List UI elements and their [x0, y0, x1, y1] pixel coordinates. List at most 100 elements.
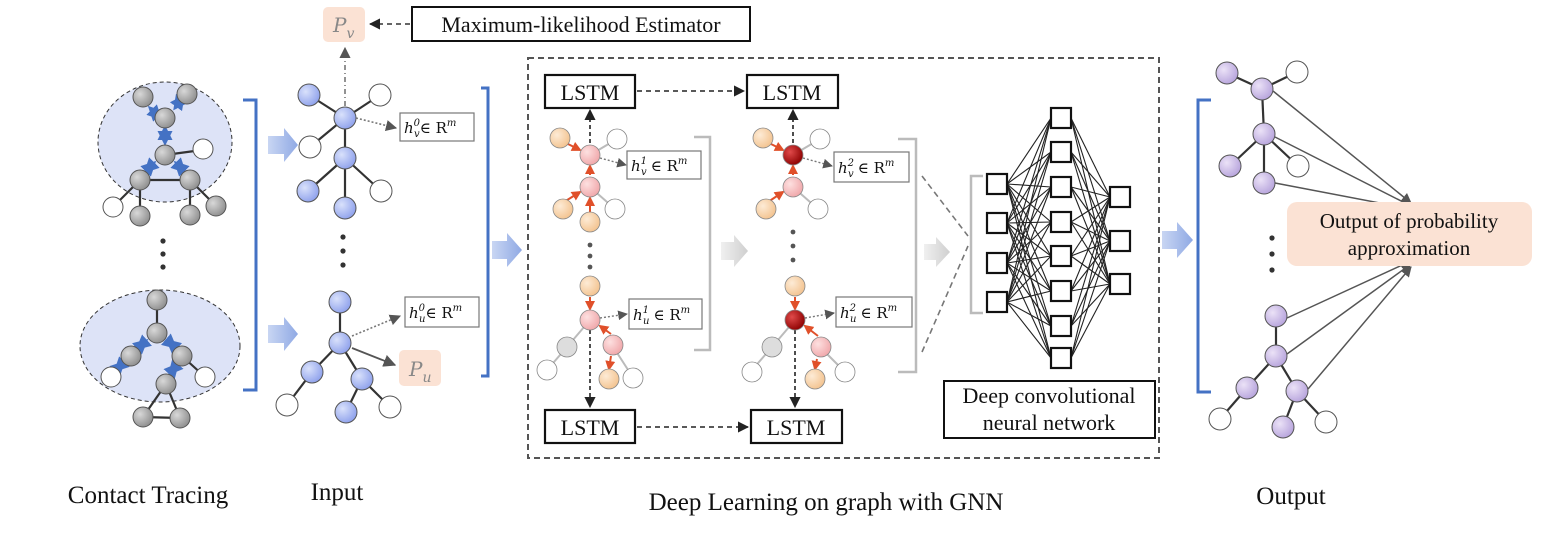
hu0-box — [404, 296, 480, 328]
dcnn-neuron-layer-1 — [985, 172, 1009, 196]
dcnn-connection — [1070, 221, 1111, 285]
probability-output-box — [1287, 202, 1532, 266]
gnn-dashed-frame — [527, 57, 1160, 459]
dcnn-connection — [1006, 151, 1052, 303]
dcnn-connection — [1070, 240, 1111, 359]
dcnn-neuron-layer-2 — [1049, 106, 1073, 130]
dcnn-connection — [1006, 221, 1052, 303]
hu1-label: h1 u ∈ Rm — [633, 305, 690, 327]
dcnn-neuron-layer-3 — [1108, 185, 1132, 209]
dcnn-connection — [1070, 221, 1111, 242]
dcnn-neuron-layer-2 — [1049, 346, 1073, 370]
dcnn-connection — [1006, 183, 1052, 223]
hu0-label: h0 u∈ Rm — [409, 303, 462, 325]
dcnn-connection — [1006, 151, 1052, 264]
hv2-label: h2 v ∈ Rm — [838, 158, 894, 180]
fat-arrow-icon — [924, 237, 950, 267]
dcnn-neuron-layer-2 — [1049, 244, 1073, 268]
dcnn-connection — [1006, 117, 1052, 303]
dcnn-connection — [1006, 222, 1052, 292]
dcnn-connection — [1070, 283, 1111, 359]
input-section: Pv Maximum-likelihood Estimator h0 v∈ Rm — [275, 6, 751, 424]
input-bracket — [481, 86, 490, 378]
dcnn-neuron-layer-3 — [1108, 229, 1132, 253]
gnn-layer-2-graph — [741, 108, 856, 409]
pv-label: Pv — [332, 13, 354, 42]
lstm-box-top-left — [543, 73, 637, 110]
caption-input: Input — [311, 479, 364, 506]
hv2-box — [833, 151, 910, 183]
dcnn-connection — [1006, 221, 1052, 224]
dcnn-connection — [1006, 183, 1052, 359]
dcnn-connection — [1006, 290, 1052, 303]
dcnn-connection — [1006, 222, 1052, 257]
dcnn-connection — [1070, 186, 1111, 285]
pu-box — [399, 350, 441, 386]
dcnn-connection — [1006, 301, 1052, 327]
dcnn-neuron-layer-2 — [1049, 279, 1073, 303]
dcnn-connection — [1006, 186, 1052, 224]
dcnn-neuron-layer-2 — [1049, 314, 1073, 338]
hv0-box — [399, 112, 475, 142]
dcnn-connection — [1070, 196, 1111, 359]
dcnn-connection — [1070, 151, 1111, 242]
dcnn-connection — [1070, 283, 1111, 292]
dcnn-label-line1: Deep convolutional — [963, 383, 1136, 408]
hv0-label: h0 v∈ Rm — [404, 118, 456, 140]
dcnn-connection — [1070, 151, 1111, 198]
fat-arrow-icon — [492, 233, 522, 267]
dcnn-neuron-layer-3 — [1108, 272, 1132, 296]
dcnn-connection — [1070, 196, 1111, 327]
dcnn-connection — [1006, 117, 1052, 264]
probability-label-line1: Output of probability — [1320, 209, 1499, 233]
hv1-box — [626, 150, 702, 180]
dcnn-connection — [1070, 240, 1111, 327]
dcnn-connection — [1070, 196, 1111, 292]
output-bracket — [1196, 98, 1211, 394]
dcnn-label-line2: neural network — [983, 410, 1116, 435]
dcnn-connection — [1006, 117, 1052, 224]
dcnn-connection — [1006, 221, 1052, 264]
dcnn-connection — [1070, 196, 1111, 257]
fat-arrow-icon — [1162, 222, 1193, 258]
dcnn-connection — [1006, 301, 1052, 359]
dcnn-connection — [1006, 183, 1052, 292]
dcnn-connection — [1006, 255, 1052, 264]
gnn-panel: LSTM LSTM LSTM LSTM — [527, 57, 1160, 459]
lstm-box-top-right — [745, 73, 840, 110]
dcnn-connection — [1070, 186, 1111, 198]
mle-box — [411, 6, 751, 42]
dcnn-connection — [1006, 186, 1052, 303]
dcnn-neuron-layer-2 — [1049, 175, 1073, 199]
dcnn-connection — [1070, 240, 1111, 257]
dcnn-network — [969, 106, 1132, 370]
dcnn-connection — [1006, 151, 1052, 185]
lstm-box-bottom-right — [749, 408, 844, 445]
dcnn-connection — [1070, 186, 1111, 242]
pu-label: Pu — [408, 357, 432, 386]
lstm-label: LSTM — [561, 80, 620, 105]
dcnn-connection — [1006, 183, 1052, 327]
dcnn-connection — [1006, 151, 1052, 224]
hv1-label: h1 v ∈ Rm — [631, 156, 687, 178]
caption-output: Output — [1256, 483, 1326, 510]
fat-arrow-icon — [721, 235, 748, 267]
pv-box — [323, 7, 365, 42]
fat-arrow-icon — [268, 128, 298, 162]
caption-deep-learning: Deep Learning on graph with GNN — [649, 489, 1004, 516]
hu2-label: h2 u ∈ Rm — [840, 303, 897, 325]
dcnn-connection — [1006, 183, 1052, 188]
contact-tracing-section — [79, 81, 298, 429]
lstm-label: LSTM — [561, 415, 620, 440]
dcnn-connection — [1070, 196, 1111, 223]
dcnn-neuron-layer-2 — [1049, 210, 1073, 234]
gnn-layer-1-graph — [536, 108, 644, 409]
dcnn-neuron-layer-1 — [985, 211, 1009, 235]
dcnn-box — [943, 380, 1156, 439]
dcnn-connection — [1006, 183, 1052, 257]
lstm-box-bottom-left — [543, 408, 637, 445]
dcnn-connection — [1006, 186, 1052, 264]
probability-label-line2: approximation — [1348, 236, 1471, 260]
lstm-label: LSTM — [763, 80, 822, 105]
